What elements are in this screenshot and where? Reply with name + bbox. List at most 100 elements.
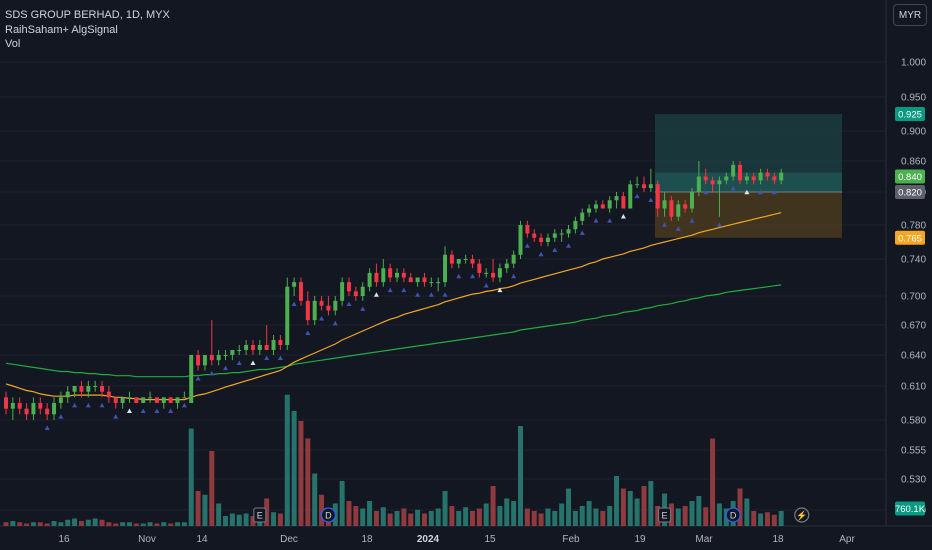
candle-body xyxy=(566,229,571,234)
buy-signal-marker xyxy=(483,283,489,288)
buy-signal-marker xyxy=(428,292,434,297)
price-label-text: 0.820 xyxy=(898,188,922,199)
time-axis[interactable]: 16 Nov 14 Dec 18 2024 15 Feb 19 Mar 18 Apr xyxy=(58,534,855,545)
buy-signal-marker xyxy=(126,408,132,413)
buy-signal-marker xyxy=(291,301,297,306)
fast-ma-line xyxy=(5,212,782,401)
split-marker xyxy=(794,507,810,523)
candle-body xyxy=(587,208,592,213)
candle-body xyxy=(250,345,255,350)
price-label-bg xyxy=(895,107,925,121)
candle-body xyxy=(141,397,146,403)
volume-bar xyxy=(223,516,229,526)
volume-bar xyxy=(120,522,126,526)
candle-body xyxy=(113,397,118,403)
buy-signal-marker xyxy=(72,402,78,408)
candle-body xyxy=(545,237,550,242)
volume-bar xyxy=(648,481,654,526)
buy-signal-marker xyxy=(195,376,201,381)
volume-bar xyxy=(133,523,139,526)
candle-body xyxy=(641,184,646,189)
candle-body xyxy=(93,386,98,387)
candle-body xyxy=(532,233,537,238)
candle-body xyxy=(724,176,729,181)
buy-signal-marker xyxy=(566,243,572,248)
candle-body xyxy=(388,268,393,278)
volume-bar xyxy=(476,508,482,526)
buy-signal-marker xyxy=(154,408,160,413)
price-label-text: 0.925 xyxy=(898,110,922,121)
volume-bar xyxy=(442,491,448,526)
symbol-title[interactable]: SDS GROUP BERHAD, 1D, MYX xyxy=(5,9,170,21)
candle-body xyxy=(765,172,770,177)
candle-body xyxy=(635,184,640,186)
buy-signal-marker xyxy=(250,360,256,365)
volume-bar xyxy=(181,522,187,526)
buy-signal-marker xyxy=(99,402,105,408)
candle-body xyxy=(690,192,694,209)
candle-body xyxy=(257,345,262,350)
indicator-algsignal[interactable]: RaihSaham+ AlgSignal xyxy=(5,23,118,36)
event-markers[interactable]: E D E D ⚡ xyxy=(253,507,810,523)
buy-signal-marker xyxy=(758,189,764,195)
volume-bar xyxy=(277,513,283,526)
volume-bar xyxy=(469,511,475,526)
volume-bar xyxy=(305,438,311,526)
buy-signal-marker xyxy=(223,365,229,371)
candle-body xyxy=(326,305,331,311)
candle-body xyxy=(676,204,681,217)
volume-bar xyxy=(250,516,256,526)
volume-bar xyxy=(202,494,208,526)
earnings-marker xyxy=(253,507,267,523)
volume-bar xyxy=(415,509,421,526)
dividend-marker xyxy=(725,507,741,523)
time-tick-label: Feb xyxy=(562,534,580,545)
candle-body xyxy=(415,277,420,283)
volume-bar xyxy=(24,523,30,526)
buy-signal-marker xyxy=(497,287,503,293)
earnings-label: E xyxy=(257,511,263,521)
volume-bar xyxy=(634,498,640,526)
buy-signal-marker xyxy=(579,230,585,235)
price-tick-label: 0.640 xyxy=(901,351,926,362)
candle-body xyxy=(401,272,406,278)
candle-body xyxy=(497,268,502,278)
candle-body xyxy=(518,225,523,255)
volume-bar xyxy=(744,498,750,526)
currency-button[interactable]: MYR xyxy=(893,4,927,26)
trade-zones xyxy=(655,114,842,238)
candle-body xyxy=(655,184,660,209)
candle-body xyxy=(86,386,91,392)
volume-bar xyxy=(696,496,702,526)
volume-bar xyxy=(463,507,469,526)
volume-bar xyxy=(545,508,551,526)
volume-bar xyxy=(147,522,153,526)
buy-signal-marker xyxy=(771,189,777,195)
price-tick-label: 0.530 xyxy=(901,475,926,486)
candle-body xyxy=(600,204,605,209)
buy-signal-marker xyxy=(401,287,407,293)
price-labels: 0.925 0.840 0.820 0.765 760.1K xyxy=(895,107,926,516)
split-label: ⚡ xyxy=(796,510,807,522)
volume-bar xyxy=(85,519,91,526)
buy-signal-marker xyxy=(442,292,448,297)
candle-body xyxy=(703,176,708,181)
candle-body xyxy=(189,355,194,403)
buy-signal-marker xyxy=(346,301,352,306)
indicator-volume[interactable]: Vol xyxy=(5,38,21,50)
time-tick-label: Apr xyxy=(839,534,855,545)
slow-ma-line xyxy=(5,284,782,378)
buy-signal-marker xyxy=(58,414,64,419)
price-axis[interactable]: 1.000 0.950 0.900 0.860 0.820 0.780 0.740 0.700… xyxy=(901,58,926,517)
price-label-bg xyxy=(895,169,925,184)
price-tick-label: 0.780 xyxy=(901,221,926,232)
candle-body xyxy=(52,403,57,415)
volume-bar xyxy=(17,522,23,526)
candle-body xyxy=(381,268,386,283)
candle-body xyxy=(738,164,743,181)
candle-body xyxy=(779,172,784,181)
candle-body xyxy=(443,254,448,283)
volume-bar xyxy=(531,511,537,526)
time-tick-label: Mar xyxy=(695,534,713,545)
